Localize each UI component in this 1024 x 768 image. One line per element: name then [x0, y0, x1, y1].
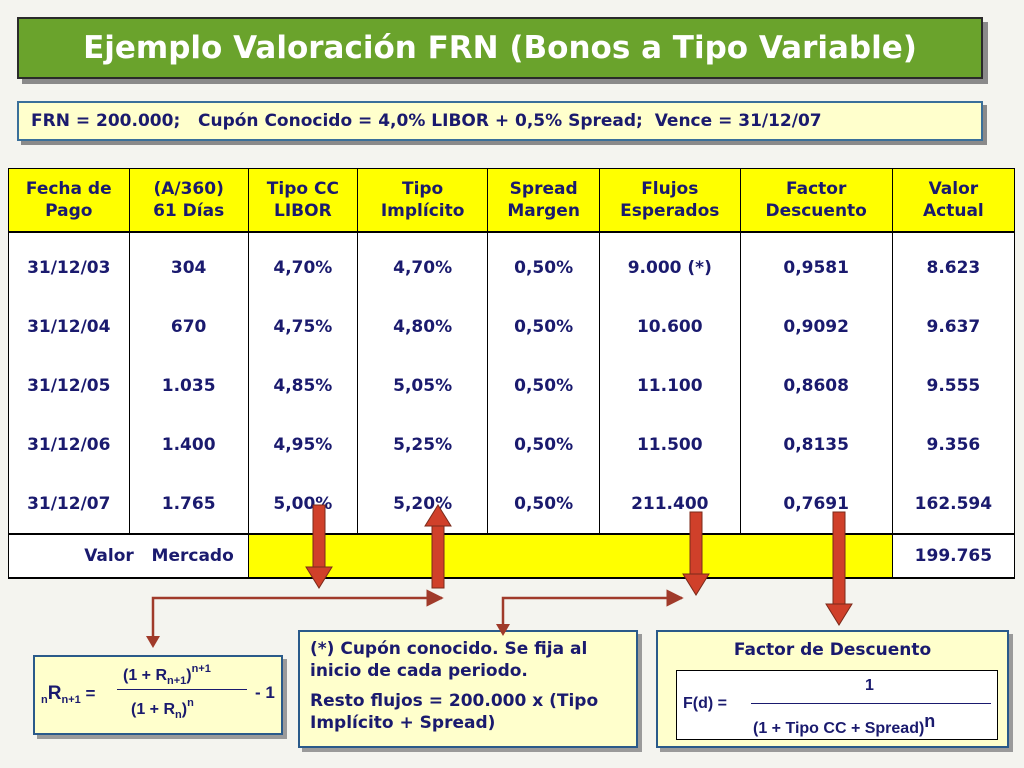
cell: 31/12/04: [8, 297, 130, 356]
cell: 5,20%: [356, 474, 489, 534]
forward-equals: =: [85, 684, 96, 703]
discount-factor-box: Factor de Descuento F(d) = 1 (1 + Tipo C…: [656, 630, 1009, 748]
cell: 670: [128, 297, 249, 356]
connector-note-head: [496, 624, 510, 636]
total-highlight: [247, 533, 893, 579]
header-valor-actual: Valor Actual: [891, 168, 1016, 233]
cell: 31/12/07: [8, 474, 130, 534]
forward-lhs-r: R: [47, 683, 62, 704]
forward-lhs-sub: n+1: [61, 694, 81, 706]
cell: 162.594: [891, 474, 1016, 534]
forward-denominator: (1 + Rn)n: [131, 697, 194, 721]
factor-denominator: (1 + Tipo CC + Spread)n: [753, 711, 936, 737]
cell: 0,50%: [487, 474, 600, 534]
header-fecha-pago: Fecha de Pago: [8, 168, 130, 233]
cell: 4,70%: [247, 232, 358, 297]
cell: 0,9092: [739, 297, 893, 356]
forward-lhs-pre: n: [41, 694, 48, 706]
cell: 11.500: [598, 415, 741, 474]
cell: 1.035: [128, 356, 249, 415]
cell: 4,85%: [247, 356, 358, 415]
header-row: Fecha de Pago (A/360) 61 Días Tipo CC LIBOR…: [8, 168, 1016, 233]
table-row: 31/12/06 1.400 4,95% 5,25% 0,50% 11.500 …: [8, 415, 1016, 474]
cell: 9.000 (*): [598, 232, 741, 297]
note-line-2: Resto flujos = 200.000 x (Tipo Implícito…: [310, 691, 599, 733]
cell: 0,8135: [739, 415, 893, 474]
connector-note-to-flujos: [501, 589, 684, 626]
connector-forward-head: [146, 636, 160, 648]
cell: 4,95%: [247, 415, 358, 474]
cell: 211.400: [598, 474, 741, 534]
table-row: 31/12/05 1.035 4,85% 5,05% 0,50% 11.100 …: [8, 356, 1016, 415]
down-arrow-factor: [825, 511, 853, 626]
cell: 9.637: [891, 297, 1016, 356]
cell: 0,50%: [487, 415, 600, 474]
valuation-table: Fecha de Pago (A/360) 61 Días Tipo CC LIBOR…: [8, 168, 1016, 579]
header-tipo-implicito: Tipo Implícito: [356, 168, 489, 233]
total-label: Valor Mercado: [8, 533, 249, 579]
cell: 8.623: [891, 232, 1016, 297]
cell: 4,80%: [356, 297, 489, 356]
cupon-note-box: (*) Cupón conocido. Se fija al inicio de…: [298, 630, 638, 748]
table-row: 31/12/03 304 4,70% 4,70% 0,50% 9.000 (*)…: [8, 232, 1016, 297]
title-banner: Ejemplo Valoración FRN (Bonos a Tipo Var…: [17, 17, 983, 79]
frn-info-text: FRN = 200.000; Cupón Conocido = 4,0% LIB…: [31, 111, 822, 131]
cell: 11.100: [598, 356, 741, 415]
cell: 31/12/05: [8, 356, 130, 415]
cell: 4,70%: [356, 232, 489, 297]
cell: 5,05%: [356, 356, 489, 415]
cell: 5,25%: [356, 415, 489, 474]
cell: 0,50%: [487, 232, 600, 297]
factor-numerator: 1: [865, 677, 874, 694]
forward-rate-formula: nRn+1 = (1 + Rn+1)n+1 (1 + Rn)n - 1: [33, 655, 283, 735]
table-row: 31/12/04 670 4,75% 4,80% 0,50% 10.600 0,…: [8, 297, 1016, 356]
header-spread: Spread Margen: [487, 168, 600, 233]
cell: 9.356: [891, 415, 1016, 474]
cell: 1.400: [128, 415, 249, 474]
factor-formula: F(d) = 1 (1 + Tipo CC + Spread)n: [676, 670, 998, 740]
header-factor: Factor Descuento: [739, 168, 893, 233]
table-row: 31/12/07 1.765 5,00% 5,20% 0,50% 211.400…: [8, 474, 1016, 534]
frn-info-box: FRN = 200.000; Cupón Conocido = 4,0% LIB…: [17, 101, 983, 141]
forward-fraction-line: [117, 689, 247, 690]
factor-title: Factor de Descuento: [733, 640, 932, 660]
cell: 0,7691: [739, 474, 893, 534]
up-arrow-tipo-implicito: [424, 504, 452, 589]
cell: 10.600: [598, 297, 741, 356]
factor-fraction-line: [751, 703, 991, 704]
factor-lhs: F(d) =: [683, 695, 727, 712]
forward-numerator: (1 + Rn+1)n+1: [123, 663, 211, 687]
page-title: Ejemplo Valoración FRN (Bonos a Tipo Var…: [83, 30, 917, 66]
header-dias: (A/360) 61 Días: [128, 168, 249, 233]
cell: 4,75%: [247, 297, 358, 356]
down-arrow-tipo-cc: [305, 504, 333, 589]
forward-minus-one: - 1: [255, 683, 275, 702]
note-line-1: (*) Cupón conocido. Se fija al inicio de…: [310, 639, 588, 681]
cell: 1.765: [128, 474, 249, 534]
cell: 304: [128, 232, 249, 297]
total-row: Valor Mercado 199.765: [8, 533, 1016, 579]
cell: 0,8608: [739, 356, 893, 415]
connector-forward-to-implicito: [151, 589, 444, 636]
cell: 0,9581: [739, 232, 893, 297]
cell: 9.555: [891, 356, 1016, 415]
cell: 31/12/06: [8, 415, 130, 474]
total-value: 199.765: [891, 533, 1016, 579]
cell: 0,50%: [487, 297, 600, 356]
header-tipo-cc: Tipo CC LIBOR: [247, 168, 358, 233]
cell: 0,50%: [487, 356, 600, 415]
down-arrow-flujos: [682, 511, 710, 596]
